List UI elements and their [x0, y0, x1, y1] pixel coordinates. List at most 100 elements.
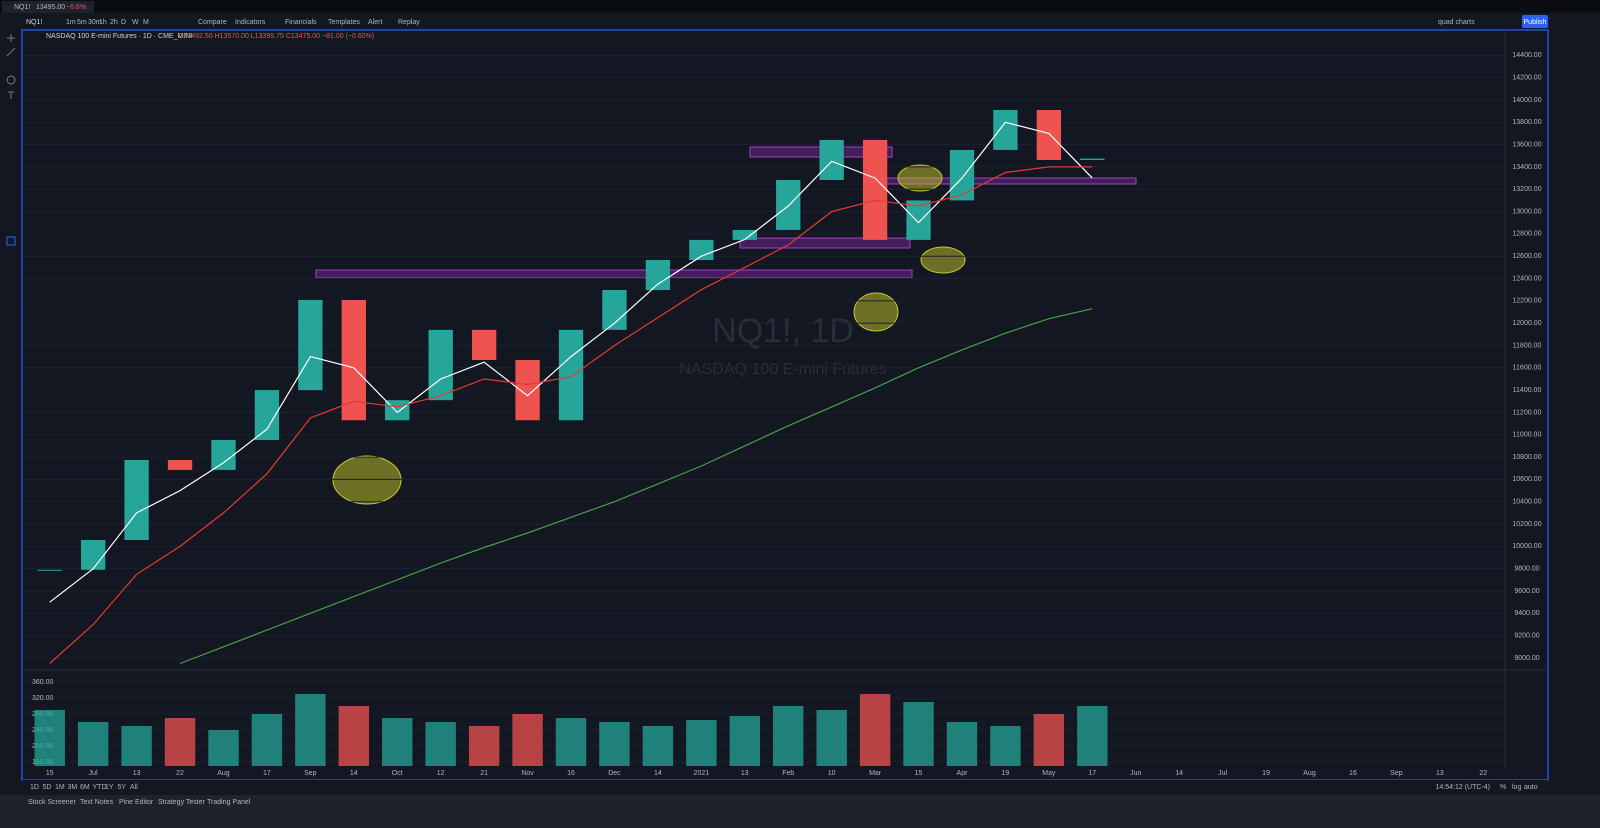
zone[interactable]: [739, 237, 911, 249]
range-button[interactable]: 1Y: [105, 784, 114, 791]
y-tick-label: 360.00: [32, 679, 54, 686]
scale-button[interactable]: %: [1500, 784, 1506, 791]
candle: [1080, 158, 1105, 161]
highlight[interactable]: [332, 455, 402, 505]
y-tick-label: 12000.00: [1512, 320, 1541, 327]
toolbar-button[interactable]: Alert: [368, 19, 382, 26]
bottom-tab[interactable]: Trading Panel: [207, 799, 251, 806]
x-tick-label: 13: [741, 770, 749, 777]
toolbar-button[interactable]: Templates: [328, 19, 360, 26]
x-tick-label: Aug: [1303, 770, 1316, 777]
browser-tab[interactable]: [2, 1, 94, 13]
volume-bar: [1077, 706, 1108, 766]
interval[interactable]: 1h: [99, 19, 107, 26]
volume-bar: [859, 694, 891, 766]
scale-button[interactable]: auto: [1524, 784, 1538, 791]
toolbar-button[interactable]: Replay: [398, 19, 420, 26]
candle: [776, 179, 801, 230]
interval[interactable]: 5m: [77, 19, 87, 26]
range-button[interactable]: YTD: [93, 784, 107, 791]
icon-trend[interactable]: [6, 47, 16, 57]
moving-average: [179, 308, 1093, 665]
y-tick-label: 320.00: [32, 695, 54, 702]
range-button[interactable]: 1D: [30, 784, 39, 791]
zone[interactable]: [315, 269, 913, 279]
candle: [862, 139, 888, 240]
candle: [515, 359, 540, 421]
y-tick-label: 9200.00: [1514, 632, 1539, 639]
bottom-tab[interactable]: Strategy Tester: [158, 799, 206, 806]
y-tick-label: 11800.00: [1513, 342, 1542, 349]
x-tick-label: 16: [1349, 770, 1357, 777]
x-tick-label: 19: [1262, 770, 1270, 777]
icon-text[interactable]: [8, 91, 14, 99]
interval[interactable]: W: [132, 19, 139, 26]
bottom-tab[interactable]: Text Notes: [80, 799, 114, 806]
icon-lock[interactable]: [6, 236, 16, 246]
x-tick-label: 22: [1479, 770, 1487, 777]
range-button[interactable]: 5Y: [118, 784, 127, 791]
y-tick-label: 9400.00: [1514, 610, 1539, 617]
volume-bar: [903, 702, 934, 766]
bottom-tab[interactable]: Pine Editor: [119, 799, 154, 806]
x-tick-label: 2021: [694, 770, 710, 777]
y-tick-label: 10400.00: [1512, 499, 1541, 506]
range-button[interactable]: 5D: [43, 784, 52, 791]
interval[interactable]: D: [121, 19, 126, 26]
y-tick-label: 14400.00: [1512, 52, 1541, 59]
highlight[interactable]: [920, 246, 966, 274]
highlight[interactable]: [897, 164, 943, 192]
y-tick-label: 13000.00: [1512, 208, 1541, 215]
range-bar: [22, 780, 1548, 794]
range-button[interactable]: 3M: [68, 784, 78, 791]
range-button[interactable]: All: [130, 784, 138, 791]
y-tick-label: 10000.00: [1512, 543, 1541, 550]
toolbar-symbol[interactable]: NQ1!: [26, 19, 42, 26]
x-tick-label: 16: [567, 770, 575, 777]
x-tick-label: 21: [480, 770, 488, 777]
top-toolbar: [0, 13, 1600, 30]
y-tick-label: 11200.00: [1513, 409, 1542, 416]
volume-bar: [990, 726, 1021, 766]
toolbar-button[interactable]: Financials: [285, 19, 317, 26]
volume-bar: [555, 718, 587, 766]
volume-bar: [468, 726, 500, 766]
icon-shape[interactable]: [6, 75, 16, 85]
volume-bar: [599, 722, 630, 766]
range-button[interactable]: 6M: [80, 784, 90, 791]
icon-cross[interactable]: [7, 34, 15, 42]
candle: [732, 229, 757, 240]
volume-bar: [1033, 714, 1065, 766]
volume-bar: [338, 706, 370, 766]
candle: [80, 539, 106, 570]
y-tick-label: 12200.00: [1512, 298, 1541, 305]
toolbar-button[interactable]: Compare: [198, 19, 227, 26]
interval[interactable]: 30m: [88, 19, 102, 26]
range-button[interactable]: 1M: [55, 784, 65, 791]
volume-bar: [946, 722, 978, 766]
x-tick-label: 14: [654, 770, 662, 777]
toolbar-button[interactable]: Indicators: [235, 19, 266, 26]
scale-button[interactable]: log: [1512, 784, 1521, 791]
interval[interactable]: 1m: [66, 19, 76, 26]
interval[interactable]: M: [143, 19, 149, 26]
x-tick-label: 17: [263, 770, 271, 777]
left-icons: [6, 34, 16, 246]
interval[interactable]: 2h: [110, 19, 118, 26]
x-tick-label: 14: [1175, 770, 1183, 777]
publish-button[interactable]: [1522, 15, 1548, 28]
tab-symbol: NQ1!: [14, 4, 30, 11]
candle: [558, 329, 584, 421]
browser-tabs: [0, 0, 1600, 13]
bottom-panel: [0, 795, 1600, 828]
x-tick-label: Aug: [217, 770, 230, 777]
bottom-tab[interactable]: Stock Screener: [28, 799, 77, 806]
layout-name[interactable]: quad charts: [1438, 19, 1475, 26]
candle: [211, 440, 236, 470]
x-tick-label: 12: [437, 770, 445, 777]
candle: [37, 569, 62, 571]
highlight[interactable]: [853, 292, 899, 332]
x-tick-label: Jul: [1218, 770, 1227, 777]
